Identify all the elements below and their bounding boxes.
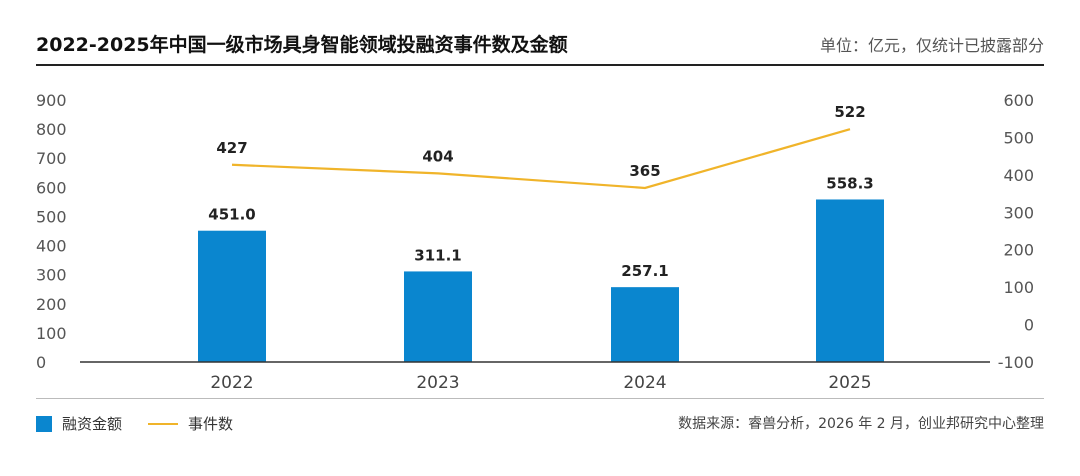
legend-line-label: 事件数 <box>188 415 234 433</box>
y-right-tick-label: 600 <box>1003 91 1034 110</box>
chart-title: 2022-2025年中国一级市场具身智能领域投融资事件数及金额 <box>36 34 568 56</box>
y-left-tick-label: 900 <box>36 91 67 110</box>
y-right-tick-label: 300 <box>1003 203 1034 222</box>
y-right-tick-label: 100 <box>1003 278 1034 297</box>
y-right-tick-label: 400 <box>1003 166 1034 185</box>
bar-2022 <box>198 230 266 362</box>
bar-2023 <box>404 271 472 362</box>
y-left-tick-label: 0 <box>36 353 46 372</box>
x-tick-label: 2023 <box>416 373 459 393</box>
line-value-label: 522 <box>834 103 865 121</box>
bar-value-label: 311.1 <box>414 246 461 264</box>
y-left-tick-label: 400 <box>36 237 67 256</box>
y-left-tick-label: 300 <box>36 266 67 285</box>
y-right-tick-label: -100 <box>998 353 1034 372</box>
y-right-tick-label: 500 <box>1003 128 1034 147</box>
bar-2024 <box>611 287 679 362</box>
legend-bar-swatch <box>36 415 52 432</box>
y-left-tick-label: 600 <box>36 178 67 197</box>
unit-note: 单位：亿元，仅统计已披露部分 <box>819 36 1044 55</box>
legend-item-line: 事件数 <box>148 413 233 434</box>
line-value-label: 427 <box>216 139 247 157</box>
line-value-label: 404 <box>422 147 453 165</box>
bar-2025 <box>816 199 884 362</box>
bar-value-label: 257.1 <box>621 262 668 280</box>
x-tick-label: 2024 <box>623 373 666 393</box>
legend: 融资金额 事件数 <box>36 413 259 434</box>
chart-area: 0 100 200 300 400 500 600 700 800 900 -100 0 100 200 3… <box>36 91 1034 393</box>
bar-value-label: 558.3 <box>826 174 873 192</box>
x-tick-label: 2022 <box>210 373 253 393</box>
line-series-events <box>231 128 851 190</box>
y-left-tick-label: 700 <box>36 149 67 168</box>
y-right-tick-label: 200 <box>1003 241 1034 260</box>
x-tick-label: 2025 <box>828 373 871 393</box>
y-left-tick-label: 200 <box>36 295 67 314</box>
y-left-tick-label: 800 <box>36 120 67 139</box>
y-left-tick-label: 500 <box>36 207 67 226</box>
source-note: 数据来源：睿兽分析，2026 年 2 月，创业邦研究中心整理 <box>678 416 1044 432</box>
chart-footer: 融资金额 事件数 数据来源：睿兽分析，2026 年 2 月，创业邦研究中心整理 <box>36 398 1044 449</box>
bar-value-label: 451.0 <box>208 206 255 224</box>
legend-item-bar: 融资金额 <box>36 413 122 434</box>
y-right-tick-label: 0 <box>1024 316 1034 335</box>
legend-line-swatch <box>148 422 179 425</box>
chart-header: 2022-2025年中国一级市场具身智能领域投融资事件数及金额 单位：亿元，仅统… <box>36 24 1044 66</box>
line-value-label: 365 <box>629 162 660 180</box>
y-left-tick-label: 100 <box>36 324 67 343</box>
legend-bar-label: 融资金额 <box>62 415 123 433</box>
